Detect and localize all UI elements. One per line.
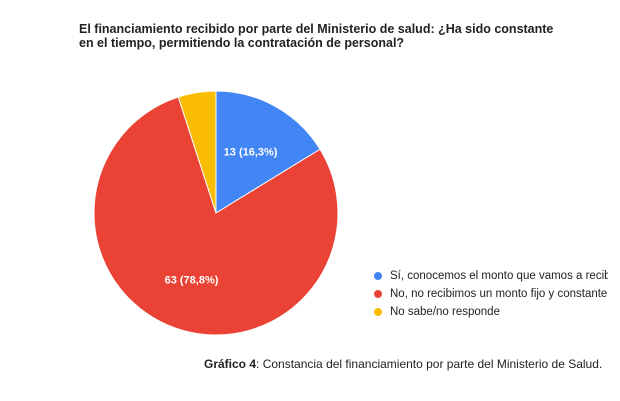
data-label-si: 13 (16,3%) [224, 146, 278, 158]
caption-prefix: Gráfico 4 [204, 357, 257, 371]
legend: Sí, conocemos el monto que vamos a recib… [374, 267, 608, 327]
legend-item-no[interactable]: No, no recibimos un monto fijo y constan… [374, 285, 608, 303]
legend-swatch-no-sabe [374, 308, 382, 316]
pie-slice-no[interactable] [93, 96, 339, 336]
legend-swatch-no [374, 290, 382, 298]
legend-label-no: No, no recibimos un monto fijo y constan… [390, 288, 608, 300]
chart-title: El financiamiento recibido por parte del… [79, 22, 609, 50]
legend-label-no-sabe: No sabe/no responde [390, 306, 500, 318]
pie-slice-no-sabe[interactable] [177, 90, 217, 214]
chart-title-line-2: en el tiempo, permitiendo la contratació… [79, 36, 405, 50]
caption-text: : Constancia del financiamiento por part… [256, 357, 603, 371]
figure-caption: Gráfico 4: Constancia del financiamiento… [204, 357, 602, 371]
pie-slice-si[interactable] [215, 90, 321, 214]
legend-label-si: Sí, conocemos el monto que vamos a recib… [390, 270, 608, 282]
data-label-no: 63 (78,8%) [165, 274, 219, 286]
legend-swatch-si [374, 272, 382, 280]
chart-title-line-1: El financiamiento recibido por parte del… [79, 22, 554, 36]
legend-item-no-sabe[interactable]: No sabe/no responde [374, 303, 608, 321]
legend-item-si[interactable]: Sí, conocemos el monto que vamos a recib… [374, 267, 608, 285]
